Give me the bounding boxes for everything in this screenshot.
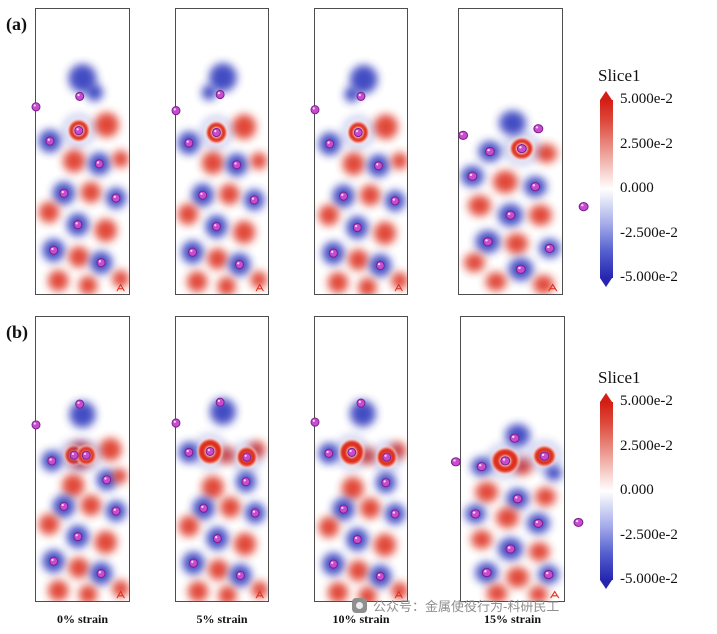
- colorbar-tick: -2.500e-2: [620, 225, 678, 241]
- corner-axis-marker-icon: [550, 590, 560, 599]
- contour-plot: [171, 397, 268, 601]
- colorbar-title: Slice1: [598, 66, 641, 85]
- colorbar-tick: 0.000: [620, 180, 654, 196]
- colorbar-tick: -2.500e-2: [620, 527, 678, 543]
- colorbar-tick: -5.000e-2: [620, 571, 678, 587]
- watermark: 公众号：金属使役行为-科研民工: [352, 596, 559, 615]
- contour-plot: [310, 398, 407, 601]
- contour-plot: [450, 423, 584, 601]
- contour-panel-b1: [31, 316, 130, 602]
- colorbar-title: Slice1: [598, 368, 641, 387]
- corner-axis-marker-icon: [116, 590, 125, 599]
- strain-label-2: 10% strain: [332, 612, 390, 626]
- corner-axis-marker-icon: [255, 590, 264, 599]
- corner-axis-marker-icon: [548, 283, 558, 292]
- contour-panel-a3: [310, 8, 408, 295]
- contour-panel-a4: [458, 8, 589, 295]
- contour-plot: [31, 399, 129, 601]
- colorbar-bottom-arrow-icon: [600, 580, 612, 589]
- colorbar-gradient: [600, 100, 613, 278]
- contour-plot: [458, 110, 589, 294]
- colorbar-top-arrow-icon: [600, 91, 612, 100]
- strain-label-3: 15% strain: [484, 612, 541, 626]
- strain-label-0: 0% strain: [57, 612, 108, 626]
- colorbar-tick: 0.000: [620, 482, 654, 498]
- contour-panel-a1: [31, 8, 130, 295]
- colorbar-tick: 2.500e-2: [620, 136, 673, 152]
- row-b-label: (b): [6, 322, 28, 342]
- corner-axis-marker-icon: [394, 590, 403, 599]
- corner-axis-marker-icon: [116, 283, 125, 292]
- watermark-text: 公众号：金属使役行为-科研民工: [373, 599, 560, 614]
- colorbar-tick: 5.000e-2: [620, 393, 673, 409]
- watermark-logo-icon: [352, 598, 367, 613]
- colorbar-a: Slice1 5.000e-2 2.500e-2 0.000 -2.500e-2…: [598, 66, 717, 298]
- corner-axis-marker-icon: [394, 283, 403, 292]
- contour-panel-b4: [450, 316, 584, 602]
- colorbar-bottom-arrow-icon: [600, 278, 612, 287]
- colorbar-b: Slice1 5.000e-2 2.500e-2 0.000 -2.500e-2…: [598, 368, 717, 600]
- colorbar-tick: 2.500e-2: [620, 438, 673, 454]
- colorbar-tick: 5.000e-2: [620, 91, 673, 107]
- corner-axis-marker-icon: [255, 283, 264, 292]
- colorbar-gradient: [600, 402, 613, 580]
- strain-label-1: 5% strain: [196, 612, 248, 626]
- colorbar-tick: -5.000e-2: [620, 269, 678, 285]
- contour-plot: [171, 63, 268, 294]
- contour-panel-a2: [171, 8, 269, 295]
- colorbar-top-arrow-icon: [600, 393, 612, 402]
- contour-plot: [31, 64, 129, 294]
- contour-panel-b3: [310, 316, 408, 602]
- contour-panel-b2: [171, 316, 269, 602]
- row-a-label: (a): [6, 14, 27, 34]
- contour-plot: [310, 65, 407, 294]
